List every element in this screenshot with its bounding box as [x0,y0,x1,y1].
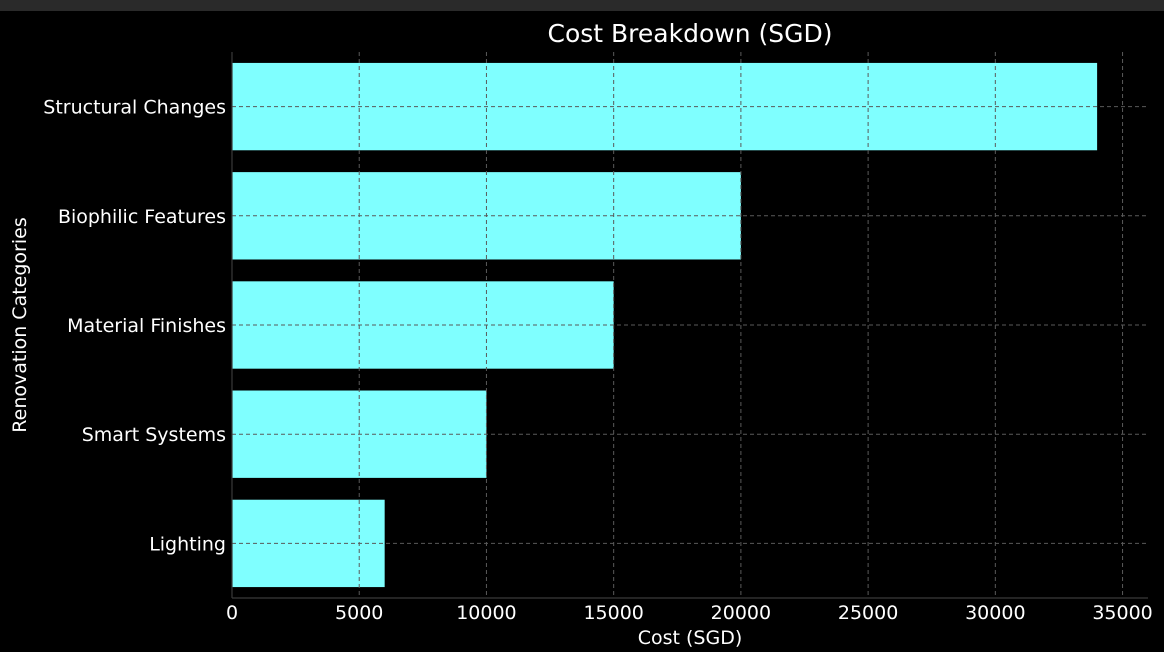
category-label: Material Finishes [67,315,226,337]
label-layer: 0 5000 10000 15000 20000 25000 30000 35000 Struc… [43,97,1153,624]
x-tick-label: 15000 [583,602,643,624]
x-tick-label: 30000 [965,602,1025,624]
x-tick-label: 5000 [335,602,383,624]
category-label: Lighting [149,533,226,555]
x-tick-label: 10000 [456,602,516,624]
category-label: Structural Changes [43,97,226,119]
category-label: Biophilic Features [58,206,226,228]
x-tick-label: 35000 [1092,602,1152,624]
y-axis-title: Renovation Categories [9,217,31,432]
x-tick-label: 25000 [838,602,898,624]
window-top-bar [0,0,1164,11]
category-label: Smart Systems [82,424,226,446]
x-tick-label: 20000 [711,602,771,624]
x-tick-label: 0 [226,602,238,624]
x-axis-title: Cost (SGD) [638,627,743,649]
chart-title: Cost Breakdown (SGD) [548,19,833,48]
bar [232,62,1098,151]
grid-layer [231,52,1148,598]
